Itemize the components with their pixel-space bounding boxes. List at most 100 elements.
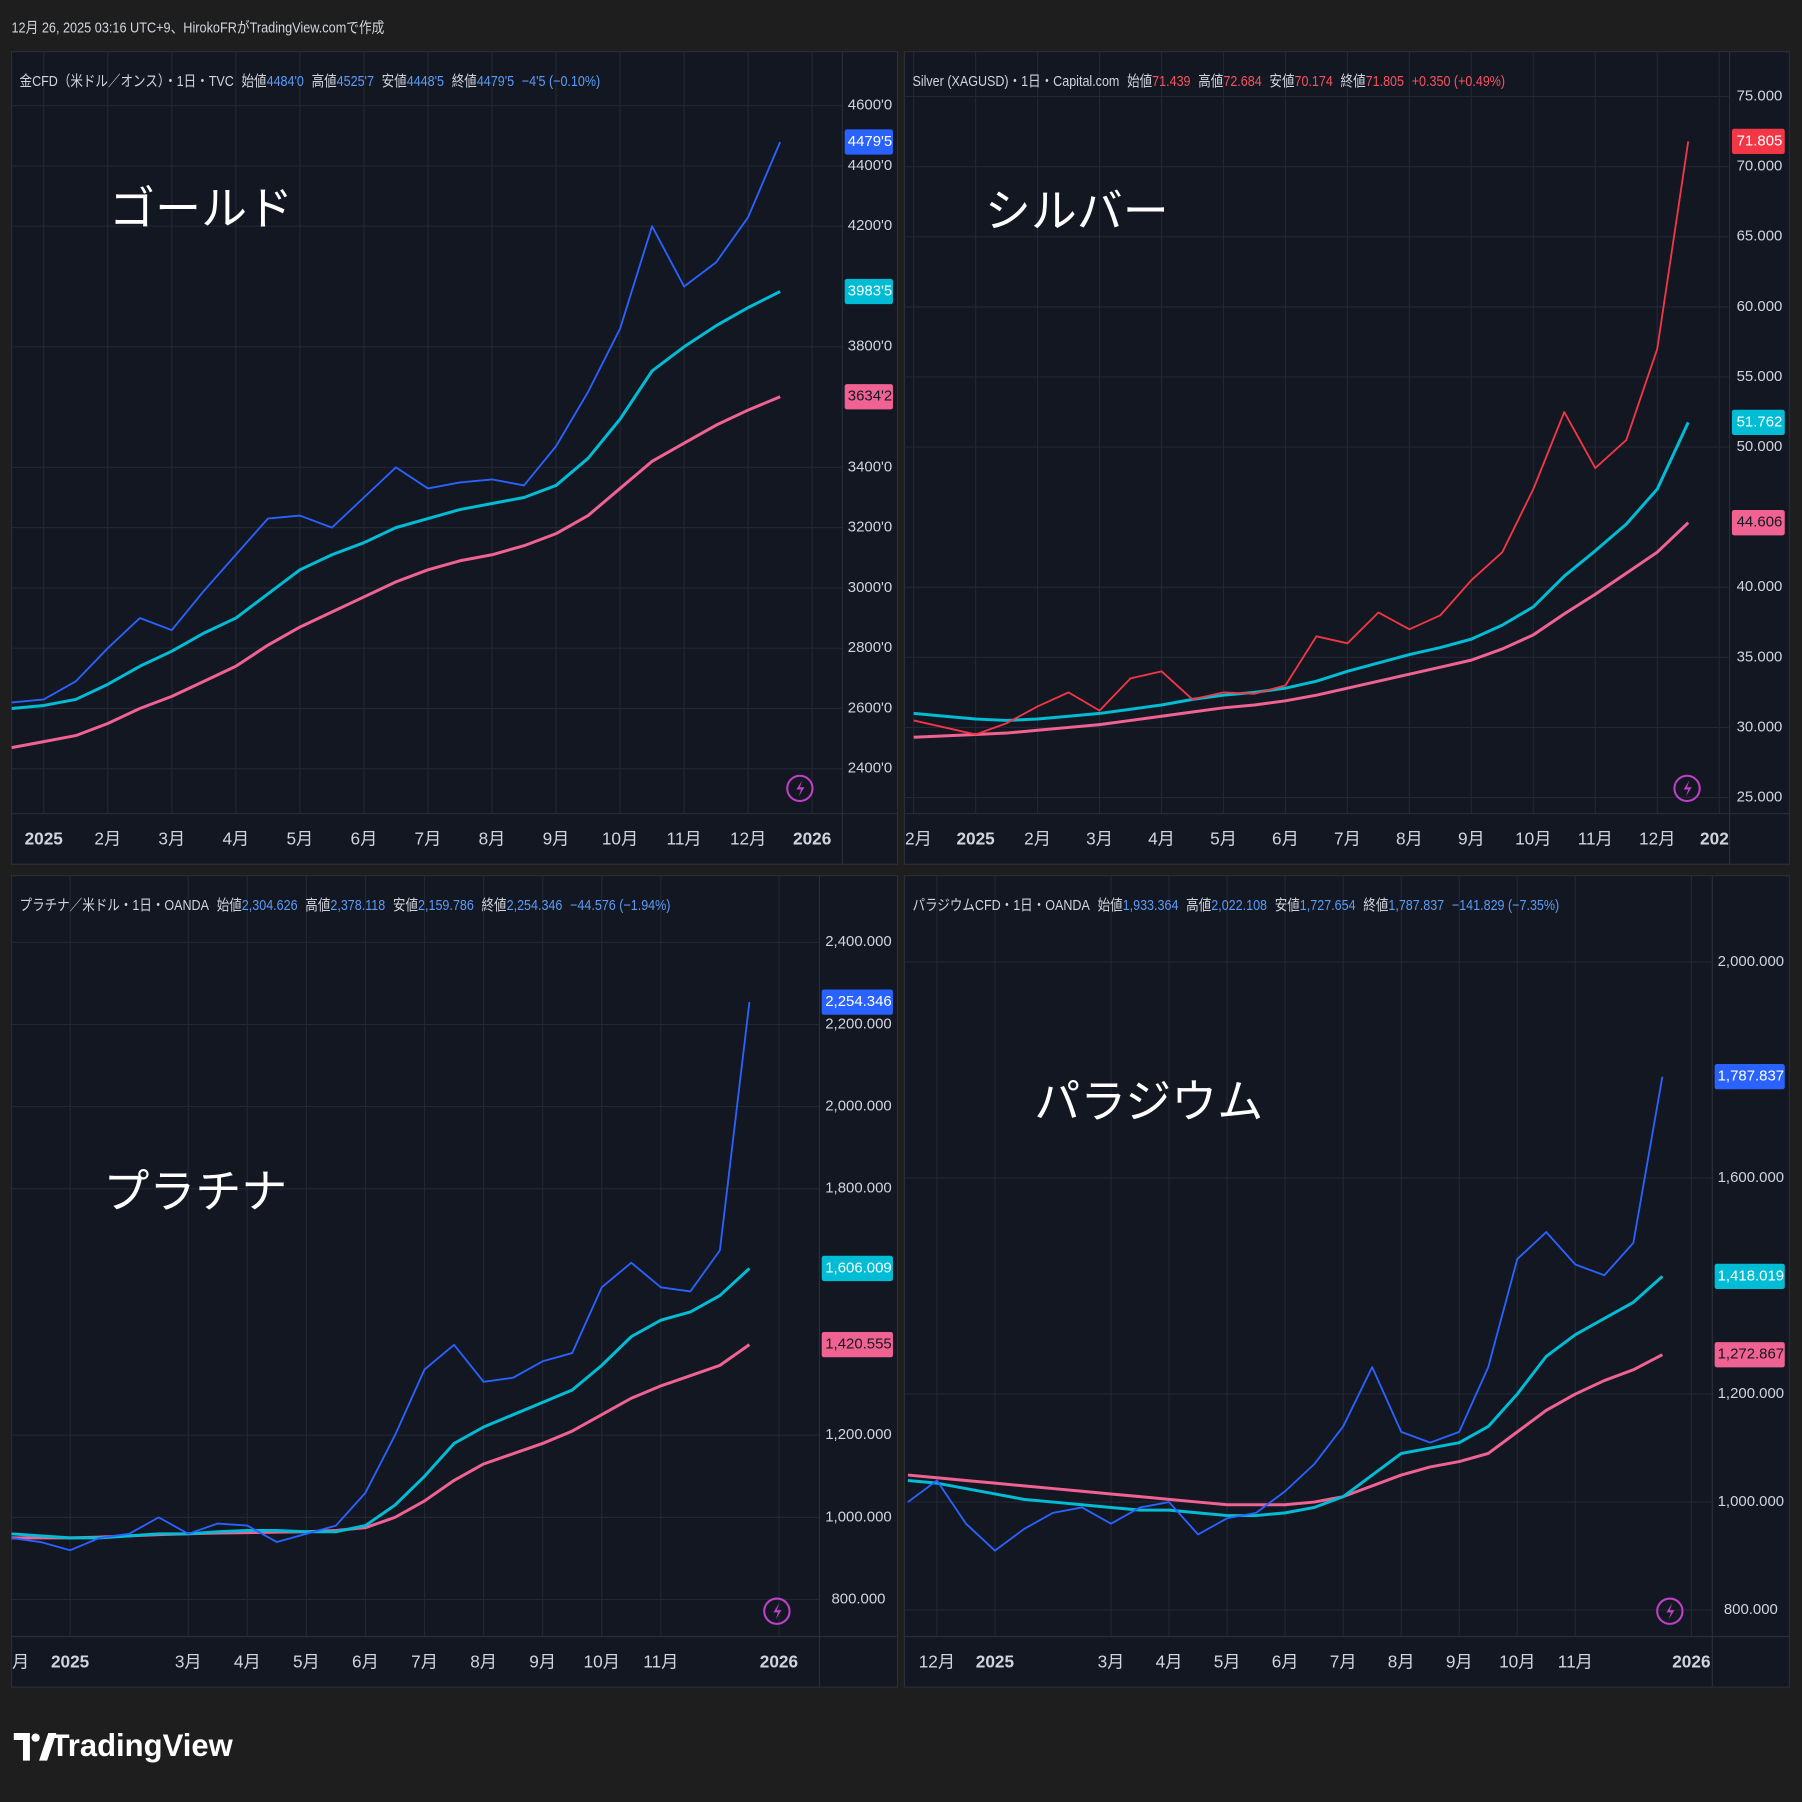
ohlc-label: 安値: [1269, 73, 1294, 89]
alert-icon: [1656, 1597, 1684, 1625]
ohlc-label: 終値: [1363, 897, 1388, 913]
alert-icon: [786, 774, 814, 803]
x-tick-label: 7月: [1334, 829, 1361, 849]
price-tag-label: 71.805: [1737, 132, 1783, 149]
y-tick-label: 1,200.000: [825, 1426, 891, 1443]
x-tick-label: 12月: [0, 1651, 29, 1671]
x-tick-label: 5月: [1214, 1651, 1241, 1671]
ohlc-value: 71.805: [1366, 73, 1405, 89]
price-tag: [844, 278, 893, 305]
annotation: ゴールド: [109, 183, 293, 235]
x-tick-label: 6月: [351, 829, 378, 849]
x-tick-label: 3月: [1098, 1651, 1125, 1671]
price-tag-label: 1,787.837: [1718, 1068, 1784, 1085]
y-tick-label: 75.000: [1737, 88, 1783, 105]
price-tag: [821, 1255, 893, 1282]
x-tick-label: 6月: [1272, 829, 1299, 849]
y-tick-label: 2600'0: [848, 699, 892, 716]
x-tick-label: 12月: [730, 829, 766, 849]
y-tick-label: 1,200.000: [1718, 1385, 1784, 1402]
price-tag-label: 1,418.019: [1718, 1267, 1784, 1284]
price-tag: [1731, 510, 1785, 536]
price-line: [11, 1001, 751, 1552]
y-tick-label: 3800'0: [848, 338, 892, 355]
ohlc-value: 4479'5: [477, 73, 515, 89]
brand: TradingView: [51, 1728, 234, 1763]
tradingview-logo: TradingView: [13, 1728, 234, 1763]
ohlc-value: 4448'5: [407, 73, 445, 89]
ohlc-label: 始値: [217, 897, 242, 913]
price-tag: [1714, 1263, 1785, 1289]
x-tick-label: 8月: [1388, 1651, 1415, 1671]
ohlc-value: 1,933.364: [1123, 897, 1179, 913]
y-tick-label: 2400'0: [848, 760, 892, 777]
chart-panel: 2025 2月 3月 4月 5月 6月 7月 8月 9月 10月 11月 12月 2026 2400'0 2…: [10, 51, 899, 865]
x-tick-label: 3月: [158, 829, 185, 849]
panel-background: [10, 51, 899, 865]
moving-average: [11, 290, 781, 710]
change-value: −44.576 (−1.94%): [570, 897, 670, 913]
price-tag-label: 1,420.555: [825, 1336, 891, 1353]
x-tick-label: 7月: [1330, 1651, 1357, 1671]
y-tick-label: 2,000.000: [1718, 953, 1784, 970]
y-tick-label: 4600'0: [848, 97, 892, 114]
price-tag: [821, 989, 893, 1015]
y-tick-label: 60.000: [1737, 298, 1783, 315]
y-tick-label: 3200'0: [848, 519, 892, 536]
price-tag: [821, 1331, 893, 1358]
ohlc-value: 1,787.837: [1388, 897, 1444, 913]
price-tag: [1714, 1064, 1785, 1090]
ohlc-value: 72.684: [1223, 73, 1262, 89]
y-tick-label: 800.000: [831, 1590, 885, 1607]
alert-icon-bolt: [1683, 780, 1692, 797]
symbol-title: パラジウムCFD・1日・OANDA: [912, 897, 1090, 913]
price-tag-label: 3634'2: [848, 388, 892, 405]
y-tick-label: 2,200.000: [825, 1015, 891, 1032]
x-tick-label: 8月: [1396, 829, 1423, 849]
annotation: プラチナ: [103, 1165, 287, 1217]
x-tick-label: 5月: [1210, 829, 1237, 849]
ohlc-value: 71.439: [1152, 73, 1191, 89]
x-axis: 2025 2月 3月 4月 5月 6月 7月 8月 9月 10月 11月 12月 2026: [25, 829, 832, 849]
ohlc-value: 1,727.654: [1300, 897, 1356, 913]
symbol-title: プラチナ／米ドル・1日・OANDA: [20, 897, 210, 913]
y-tick-label: 40.000: [1737, 578, 1783, 595]
x-tick-label: 9月: [543, 829, 570, 849]
x-tick-label: 5月: [286, 829, 313, 849]
x-axis: 12月 2025 3月 4月 5月 6月 7月 8月 9月 10月 11月 2026: [919, 1651, 1711, 1671]
x-tick-label: 12月: [919, 1651, 955, 1671]
ohlc-value: 70.174: [1295, 73, 1334, 89]
price-tag-label: 44.606: [1737, 514, 1783, 531]
legend-header: Silver (XAGUSD)・1日・Capital.com 始値71.439 高値…: [912, 71, 1505, 88]
price-tag: [1714, 1342, 1785, 1368]
ohlc-label: 高値: [1198, 71, 1223, 88]
caption: 12月 26, 2025 03:16 UTC+9、HirokoFRがTradin…: [11, 19, 384, 36]
y-tick-label: 55.000: [1737, 368, 1783, 385]
x-tick-label: 2025: [976, 1651, 1015, 1671]
change-value: +0.350 (+0.49%): [1412, 73, 1505, 89]
y-tick-label: 1,000.000: [1718, 1493, 1784, 1510]
moving-average: [907, 1275, 1664, 1518]
x-tick-label: 12月: [895, 829, 931, 849]
x-tick-label: 4月: [1148, 829, 1175, 849]
x-tick-label: 11月: [643, 1651, 678, 1671]
x-tick-label: 2026: [1700, 829, 1738, 849]
price-tag-label: 51.762: [1737, 413, 1783, 430]
plot-area: [11, 51, 843, 814]
x-tick-label: 8月: [470, 1651, 497, 1671]
y-tick-label: 65.000: [1737, 228, 1783, 245]
ohlc-label: 終値: [482, 897, 507, 913]
ohlc-label: 安値: [382, 73, 407, 89]
y-tick-label: 1,600.000: [1718, 1169, 1784, 1186]
ohlc-label: 始値: [1127, 73, 1152, 89]
x-tick-label: 11月: [1558, 1651, 1593, 1671]
annotation: シルバー: [985, 185, 1169, 237]
logo-mark: [13, 1733, 30, 1761]
price-line: [907, 1076, 1664, 1552]
x-tick-label: 10月: [1515, 829, 1551, 849]
price-tag-label: 1,606.009: [825, 1259, 891, 1276]
y-tick-label: 3400'0: [848, 458, 892, 475]
x-tick-label: 3月: [175, 1651, 202, 1671]
x-tick-label: 10月: [584, 1651, 620, 1671]
